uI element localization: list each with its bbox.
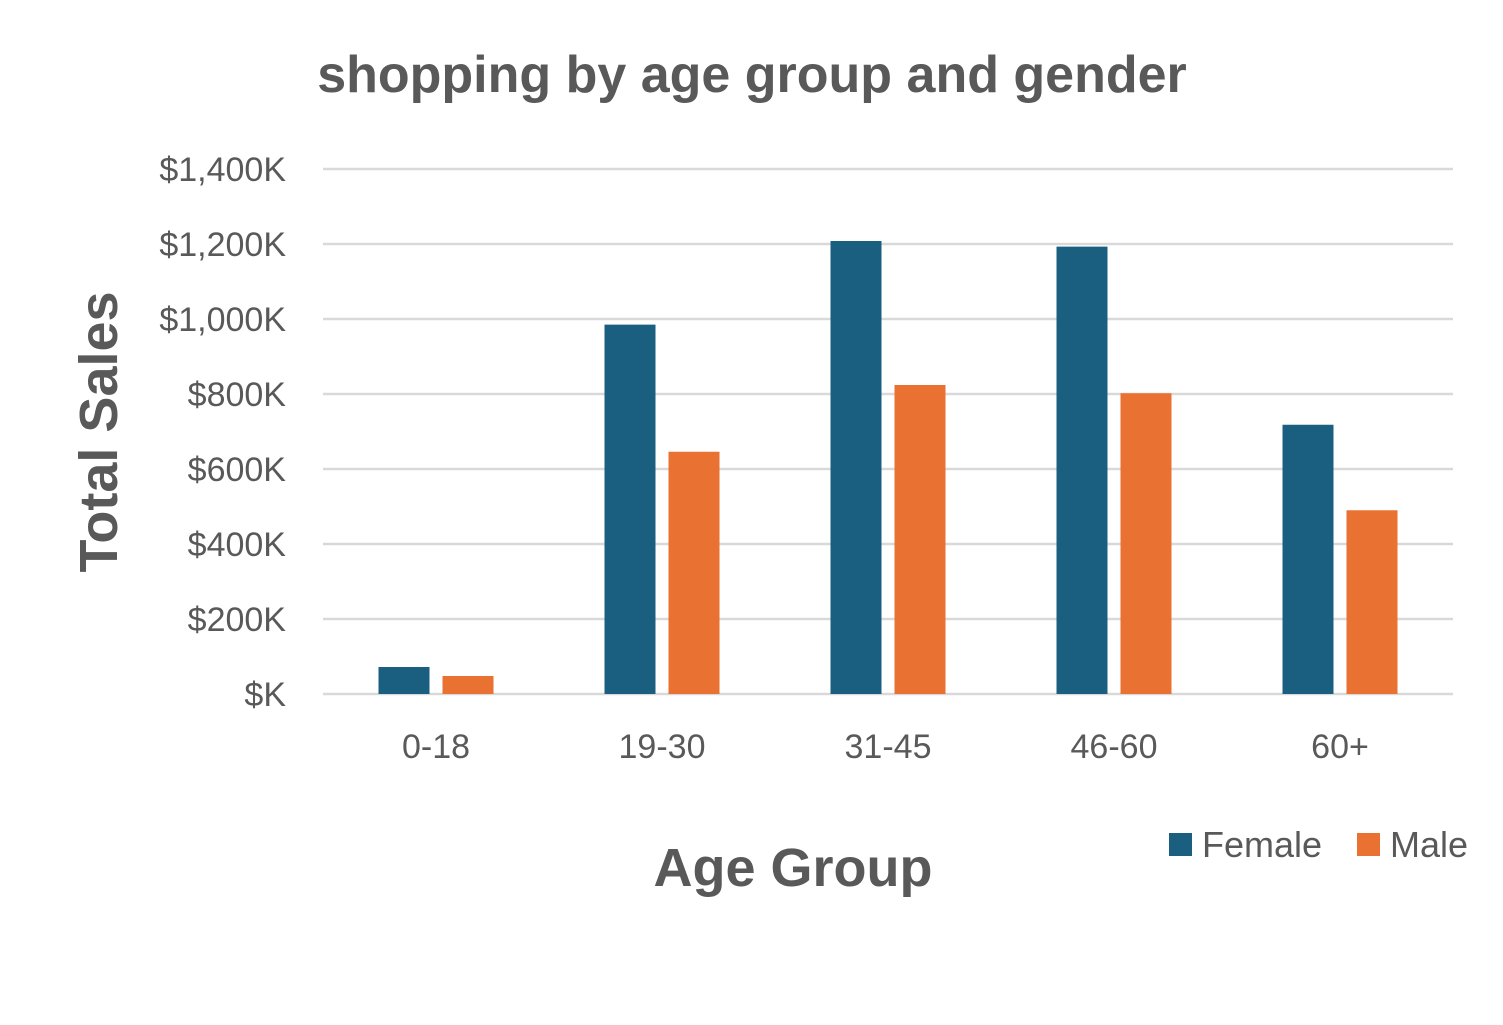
chart-title: shopping by age group and gender — [317, 46, 1187, 104]
gridlines — [323, 167, 1453, 696]
bar-female-19-30 — [604, 324, 656, 694]
y-axis-ticks: $K $200K $400K $600K $800K $1,000K $1,200K $1,4… — [159, 151, 286, 714]
legend-label-female: Female — [1202, 824, 1322, 865]
bar-male-60+ — [1346, 510, 1398, 694]
x-tick-label: 19-30 — [619, 728, 706, 766]
bars — [378, 241, 1398, 694]
y-tick-label: $200K — [188, 601, 287, 639]
bar-female-46-60 — [1056, 246, 1108, 694]
bar-female-31-45 — [830, 241, 882, 694]
y-tick-label: $1,200K — [159, 226, 286, 264]
y-tick-label: $1,000K — [159, 301, 286, 339]
bar-male-19-30 — [668, 451, 720, 694]
bar-female-60+ — [1282, 424, 1334, 694]
x-axis-ticks: 0-18 19-30 31-45 46-60 60+ — [402, 728, 1369, 766]
x-axis-title: Age Group — [654, 838, 933, 898]
legend: Female Male — [1169, 824, 1468, 865]
bar-male-46-60 — [1120, 393, 1172, 694]
legend-label-male: Male — [1390, 824, 1468, 865]
x-tick-label: 60+ — [1311, 728, 1369, 766]
legend-swatch-male — [1357, 833, 1380, 856]
bar-male-31-45 — [894, 385, 946, 694]
legend-swatch-female — [1169, 833, 1192, 856]
y-tick-label: $400K — [188, 526, 287, 564]
x-tick-label: 31-45 — [845, 728, 932, 766]
y-tick-label: $600K — [188, 451, 287, 489]
x-tick-label: 0-18 — [402, 728, 470, 766]
y-tick-label: $K — [244, 676, 286, 714]
x-tick-label: 46-60 — [1071, 728, 1158, 766]
y-tick-label: $800K — [188, 376, 287, 414]
bar-male-0-18 — [442, 676, 494, 694]
y-tick-label: $1,400K — [159, 151, 286, 189]
y-axis-title: Total Sales — [69, 291, 129, 572]
bar-female-0-18 — [378, 667, 430, 694]
